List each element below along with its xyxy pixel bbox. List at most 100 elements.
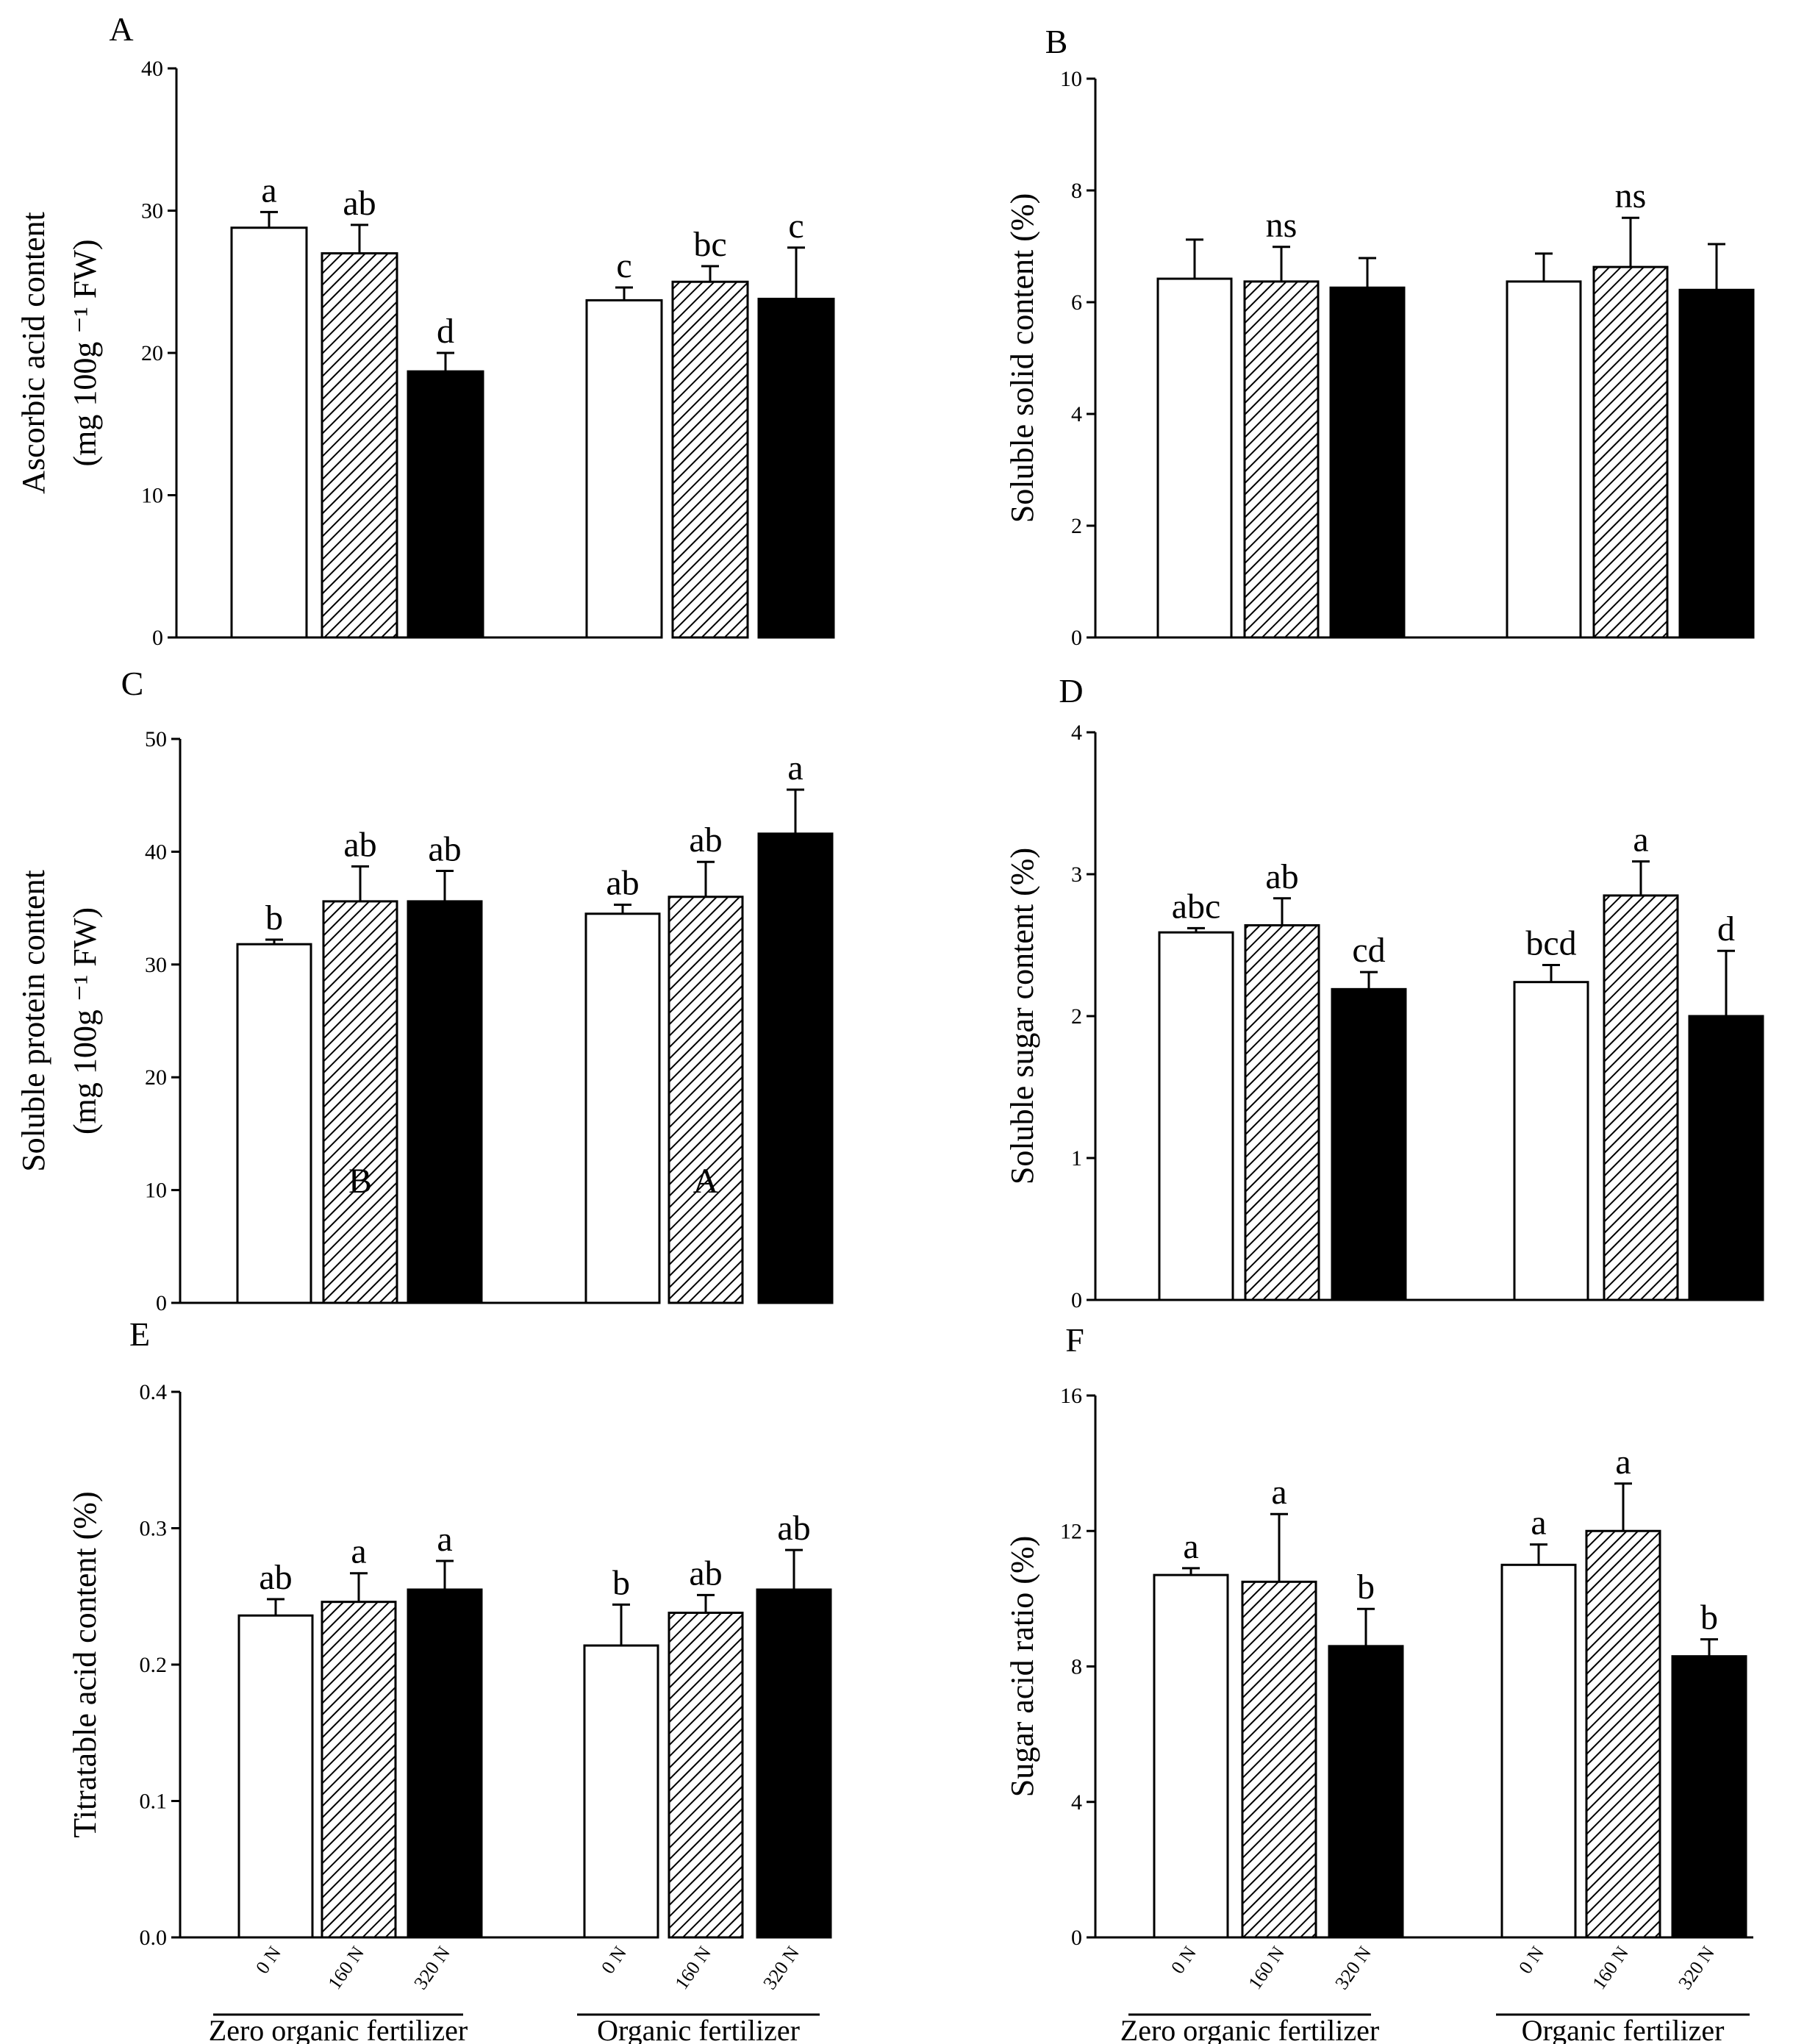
significance-label: a <box>261 171 276 210</box>
significance-label: d <box>1717 910 1735 948</box>
significance-label: b <box>1357 1568 1375 1607</box>
bar-160n <box>321 252 398 639</box>
bar-0n <box>237 1614 314 1939</box>
y-axis-label: Ascorbic acid content <box>15 212 51 494</box>
significance-label: a <box>787 748 803 787</box>
y-tick-label: 4 <box>1071 402 1082 426</box>
significance-label: d <box>437 312 454 351</box>
significance-label: c <box>616 246 631 285</box>
bar-0n <box>230 226 308 639</box>
x-category-label: 160 N <box>323 1943 368 1993</box>
bar-160n <box>1585 1529 1661 1939</box>
bar-160n <box>321 1601 397 1939</box>
y-tick-label: 40 <box>141 57 163 81</box>
panel-letter: D <box>1059 672 1083 710</box>
y-tick-label: 0.4 <box>140 1380 168 1404</box>
bar-320n <box>757 832 834 1304</box>
significance-label: ab <box>343 825 376 864</box>
y-tick-label: 3 <box>1071 862 1082 887</box>
bar-0n <box>583 1644 659 1939</box>
panel-d: D 0 1 2 3 4 Soluble sugar content (%) abc ab cd bc… <box>1004 672 1764 1312</box>
significance-label: ab <box>259 1558 292 1597</box>
y-tick-label: 0 <box>152 626 163 650</box>
y-tick-label: 4 <box>1071 1790 1082 1815</box>
bar-0n <box>1153 1573 1229 1939</box>
bar-320n <box>407 1588 483 1939</box>
group-label: Zero organic fertilizer <box>1120 2014 1379 2044</box>
y-tick-label: 12 <box>1060 1519 1082 1543</box>
y-tick-label: 2 <box>1071 1004 1082 1029</box>
y-tick-label: 50 <box>145 727 167 751</box>
bar-160n <box>322 900 398 1304</box>
bar-160n <box>668 1612 744 1939</box>
significance-label: ab <box>606 863 639 902</box>
bar-320n <box>1671 1655 1747 1939</box>
bar-320n <box>756 1588 832 1939</box>
group-label: Zero organic fertilizer <box>209 2014 468 2044</box>
bar-320n <box>1688 1015 1764 1301</box>
significance-label: cd <box>1352 931 1385 970</box>
y-tick-label: 10 <box>1060 67 1082 91</box>
y-axis-label: Titratable acid content (%) <box>67 1491 103 1837</box>
x-category-label: 320 N <box>1674 1943 1719 1993</box>
group-label: Organic fertilizer <box>597 2014 800 2044</box>
significance-label: ab <box>1265 857 1298 896</box>
y-tick-label: 30 <box>141 199 163 224</box>
y-tick-label: 8 <box>1071 179 1082 203</box>
panel-e: E 0.0 0.1 0.2 0.3 0.4 Titratable acid content … <box>67 1315 832 2044</box>
bar-160n <box>1243 280 1320 639</box>
bar-320n <box>1678 288 1755 639</box>
panel-f: F 0 4 8 12 16 Sugar acid ratio (%) a 0 N a 160 N b 3… <box>1004 1321 1753 2044</box>
bar-0n <box>1158 931 1234 1301</box>
panel-a: A 0 10 20 30 40 Ascorbic acid content (mg 100g … <box>15 10 835 650</box>
y-tick-label: 16 <box>1060 1384 1082 1408</box>
bar-0n <box>1513 981 1589 1301</box>
panel-letter: F <box>1065 1321 1084 1359</box>
significance-label: bc <box>693 225 726 264</box>
significance-label: b <box>612 1563 630 1602</box>
y-tick-label: 0.1 <box>140 1790 168 1814</box>
y-tick-label: 0 <box>156 1291 167 1315</box>
y-axis-label: Soluble protein content <box>15 870 51 1172</box>
significance-label: a <box>351 1532 366 1571</box>
significance-label: ns <box>1266 206 1298 245</box>
group-significance-label: A <box>693 1162 719 1201</box>
significance-label: ab <box>343 184 376 223</box>
significance-label: bcd <box>1525 924 1576 963</box>
panel-c: C 0 10 20 30 40 50 Soluble protein content (mg 1… <box>15 665 834 1315</box>
bar-160n <box>1592 265 1669 639</box>
y-tick-label: 0 <box>1071 1288 1082 1312</box>
bar-320n <box>757 297 835 639</box>
bar-160n <box>1241 1580 1317 1939</box>
x-category-label: 0 N <box>1514 1943 1548 1978</box>
bar-320n <box>407 370 484 639</box>
significance-label: ab <box>428 829 461 868</box>
significance-label: ab <box>689 1554 722 1593</box>
y-tick-label: 4 <box>1071 721 1082 745</box>
y-tick-label: 0 <box>1071 1926 1082 1950</box>
group-significance-label: B <box>348 1162 372 1201</box>
significance-label: a <box>1271 1473 1286 1512</box>
y-tick-label: 0 <box>1071 626 1082 650</box>
y-tick-label: 0.3 <box>140 1517 168 1541</box>
significance-label: b <box>1700 1598 1718 1637</box>
y-axis-label: Soluble sugar content (%) <box>1004 848 1040 1184</box>
y-tick-label: 10 <box>145 1179 167 1203</box>
y-tick-label: 2 <box>1071 514 1082 538</box>
x-category-label: 160 N <box>1244 1943 1289 1993</box>
x-category-label: 320 N <box>759 1943 804 1993</box>
bar-160n <box>1244 923 1320 1301</box>
y-axis-label: Sugar acid ratio (%) <box>1004 1536 1040 1798</box>
panel-letter: A <box>109 10 133 48</box>
x-category-label: 160 N <box>670 1943 715 1993</box>
y-tick-label: 6 <box>1071 290 1082 315</box>
group-label: Organic fertilizer <box>1522 2014 1725 2044</box>
significance-label: b <box>265 898 283 937</box>
x-category-label: 160 N <box>1588 1943 1633 1993</box>
y-tick-label: 20 <box>145 1065 167 1090</box>
bar-0n <box>236 943 312 1304</box>
x-category-label: 320 N <box>1331 1943 1375 1993</box>
significance-label: a <box>1531 1504 1546 1543</box>
y-axis-label: (mg 100g ⁻¹ FW) <box>67 907 103 1134</box>
